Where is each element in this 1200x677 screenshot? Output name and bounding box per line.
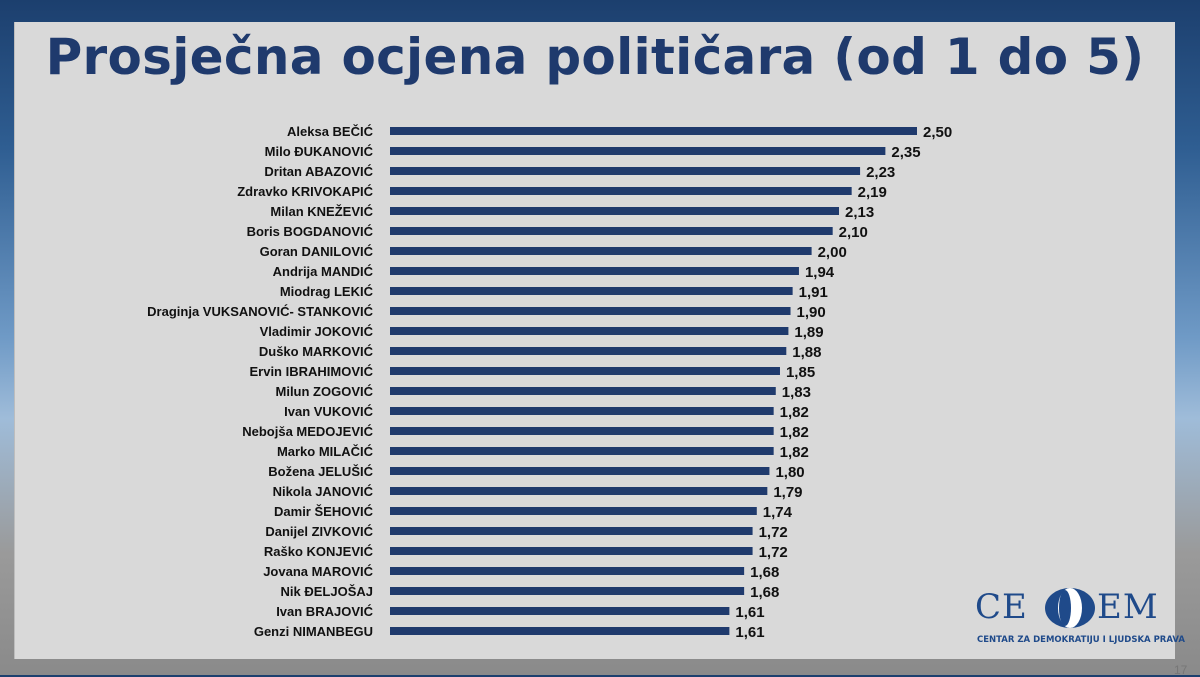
category-label: Andrija MANDIĆ (273, 264, 374, 279)
category-label: Boris BOGDANOVIĆ (247, 224, 374, 239)
logo-left-text: CE (975, 587, 1028, 627)
category-label: Raško KONJEVIĆ (264, 544, 374, 559)
value-label: 1,82 (780, 404, 809, 421)
value-label: 1,91 (799, 284, 828, 301)
category-label: Dritan ABAZOVIĆ (264, 164, 373, 179)
slide: Prosječna ocjena političara (od 1 do 5) … (14, 22, 1187, 677)
value-label: 2,10 (839, 224, 868, 241)
value-label: 1,88 (792, 344, 821, 361)
value-label: 2,50 (923, 124, 952, 141)
bar (390, 607, 730, 615)
value-label: 1,61 (735, 624, 764, 641)
category-label: Zdravko KRIVOKAPIĆ (237, 184, 373, 199)
chart-title: Prosječna ocjena političara (od 1 do 5) (45, 28, 1145, 86)
bar (390, 227, 833, 235)
bar (390, 147, 886, 155)
value-label: 2,19 (858, 184, 887, 201)
bar (390, 387, 776, 395)
bar (390, 627, 730, 635)
cedem-logo: CE EM CENTAR ZA DEMOKRATIJU I LJUDSKA PR… (973, 587, 1185, 657)
page-number: 17 (1174, 663, 1188, 677)
value-label: 1,83 (782, 384, 811, 401)
category-label: Nik ĐELJOŠAJ (281, 584, 373, 599)
category-label: Ervin IBRAHIMOVIĆ (249, 364, 373, 379)
category-label: Danijel ZIVKOVIĆ (265, 524, 373, 539)
value-label: 1,94 (805, 264, 835, 281)
value-label: 2,13 (845, 204, 874, 221)
bar (390, 367, 780, 375)
value-label: 2,23 (866, 164, 895, 181)
bar (390, 487, 768, 495)
bar (390, 247, 812, 255)
bar (390, 167, 861, 175)
logo-right-text: EM (1097, 587, 1159, 627)
value-label: 1,74 (763, 504, 793, 521)
category-label: Marko MILAČIĆ (277, 444, 374, 459)
category-label: Nebojša MEDOJEVIĆ (242, 424, 373, 439)
category-label: Genzi NIMANBEGU (254, 624, 373, 639)
bar (390, 447, 774, 455)
bar (390, 427, 774, 435)
bar (390, 587, 745, 595)
category-label: Goran DANILOVIĆ (260, 244, 374, 259)
value-label: 1,90 (797, 304, 826, 321)
category-label: Božena JELUŠIĆ (268, 464, 373, 479)
value-label: 2,35 (891, 144, 920, 161)
bar (390, 467, 770, 475)
category-label: Miodrag LEKIĆ (280, 284, 374, 299)
value-label: 1,85 (786, 364, 815, 381)
category-label: Jovana MAROVIĆ (263, 564, 373, 579)
category-label: Aleksa BEČIĆ (287, 124, 374, 139)
bar (390, 507, 757, 515)
category-label: Milun ZOGOVIĆ (276, 384, 374, 399)
bar (390, 127, 917, 135)
category-label: Vladimir JOKOVIĆ (260, 324, 374, 339)
category-label: Ivan BRAJOVIĆ (276, 604, 373, 619)
bar (390, 207, 840, 215)
bar (390, 267, 799, 275)
bar (390, 547, 753, 555)
value-label: 1,79 (773, 484, 802, 501)
value-label: 1,82 (780, 444, 809, 461)
bar (390, 407, 774, 415)
category-label: Duško MARKOVIĆ (259, 344, 374, 359)
value-label: 1,80 (775, 464, 804, 481)
category-label: Damir ŠEHOVIĆ (274, 504, 374, 519)
bar (390, 527, 753, 535)
value-label: 1,72 (759, 524, 788, 541)
value-label: 1,89 (794, 324, 823, 341)
value-label: 2,00 (818, 244, 847, 261)
value-label: 1,68 (750, 564, 779, 581)
category-label: Milo ĐUKANOVIĆ (265, 144, 374, 159)
category-label: Nikola JANOVIĆ (273, 484, 374, 499)
bar (390, 347, 787, 355)
category-label: Ivan VUKOVIĆ (284, 404, 373, 419)
logo-subtitle: CENTAR ZA DEMOKRATIJU I LJUDSKA PRAVA (977, 635, 1185, 645)
bar (390, 567, 745, 575)
bar-chart: Aleksa BEČIĆ 2,50 Milo ĐUKANOVIĆ 2,35 Dritan… (147, 124, 952, 641)
value-label: 1,61 (735, 604, 764, 621)
bar (390, 307, 791, 315)
value-label: 1,82 (780, 424, 809, 441)
logo-emblem-icon (1045, 588, 1095, 628)
bar (390, 187, 852, 195)
category-label: Milan KNEŽEVIĆ (270, 204, 373, 219)
value-label: 1,68 (750, 584, 779, 601)
category-label: Draginja VUKSANOVIĆ- STANKOVIĆ (147, 304, 373, 319)
value-label: 1,72 (759, 544, 788, 561)
bar (390, 287, 793, 295)
bar (390, 327, 789, 335)
